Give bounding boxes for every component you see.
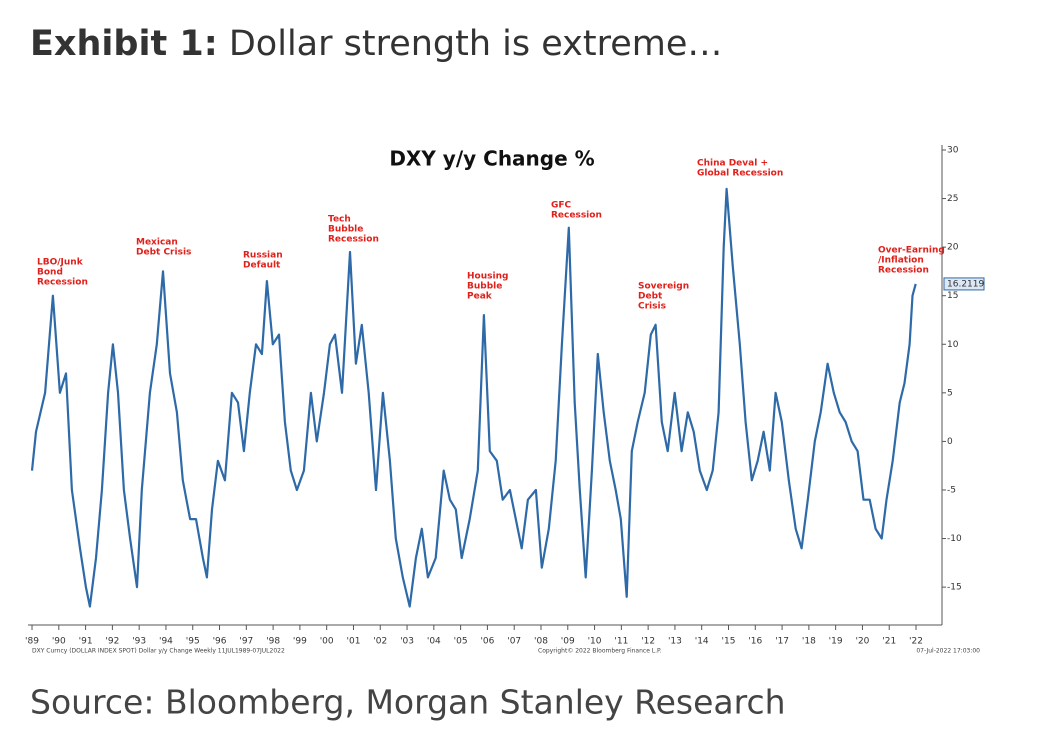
- exhibit-label: Exhibit 1:: [30, 24, 218, 64]
- footer-timestamp: 07-Jul-2022 17:03:00: [916, 648, 980, 655]
- last-value-label: 16.2119: [947, 279, 984, 289]
- x-tick-label: '93: [132, 637, 146, 647]
- annotation: Over-Earning: [878, 246, 945, 256]
- y-tick-label: 30: [947, 146, 959, 156]
- y-tick-label: 0: [947, 437, 953, 447]
- x-tick-label: '02: [373, 637, 387, 647]
- last-value-box: [943, 277, 985, 291]
- footer-copyright: Copyright© 2022 Bloomberg Finance L.P.: [538, 648, 662, 655]
- annotation: Crisis: [638, 302, 666, 312]
- x-tick-label: '10: [588, 637, 602, 647]
- x-tick-label: '15: [722, 637, 736, 647]
- exhibit-heading: Exhibit 1: Dollar strength is extreme…: [30, 24, 722, 64]
- x-tick-label: '98: [266, 637, 280, 647]
- x-tick-label: '11: [614, 637, 628, 647]
- x-tick-label: '89: [25, 637, 39, 647]
- annotation: /Inflation: [878, 256, 924, 266]
- annotation: Global Recession: [697, 169, 783, 179]
- annotation: Recession: [878, 266, 929, 276]
- x-tick-label: '21: [882, 637, 896, 647]
- x-tick-label: '19: [829, 637, 843, 647]
- x-tick-label: '05: [454, 637, 468, 647]
- exhibit-title: Dollar strength is extreme…: [229, 24, 723, 64]
- x-tick-label: '07: [507, 637, 521, 647]
- x-tick-label: '14: [695, 637, 709, 647]
- annotation: Bubble: [328, 225, 363, 235]
- x-tick-label: '97: [239, 637, 253, 647]
- annotation: Recession: [328, 235, 379, 245]
- annotation: Bond: [37, 268, 63, 278]
- x-tick-label: '16: [748, 637, 762, 647]
- x-tick-label: '99: [293, 637, 307, 647]
- annotation: GFC: [551, 201, 572, 211]
- x-tick-label: '12: [641, 637, 655, 647]
- annotation: Recession: [551, 211, 602, 221]
- x-tick-label: '06: [480, 637, 494, 647]
- x-tick-label: '92: [105, 637, 119, 647]
- annotation: China Deval +: [697, 159, 768, 169]
- annotation: Mexican: [136, 238, 178, 248]
- annotation: Debt: [638, 292, 663, 302]
- x-tick-label: '96: [213, 637, 227, 647]
- x-tick-label: '94: [159, 637, 173, 647]
- annotation: Housing: [467, 272, 508, 282]
- x-tick-label: '01: [347, 637, 361, 647]
- annotation: Peak: [467, 292, 493, 302]
- footer-series: DXY Curncy (DOLLAR INDEX SPOT) Dollar y/…: [32, 648, 285, 655]
- x-tick-label: '08: [534, 637, 548, 647]
- y-tick-label: -10: [947, 534, 962, 544]
- y-tick-label: 10: [947, 340, 959, 350]
- x-tick-label: '09: [561, 637, 575, 647]
- y-tick-label: 5: [947, 388, 953, 398]
- x-tick-label: '20: [855, 637, 869, 647]
- x-tick-label: '95: [186, 637, 200, 647]
- y-tick-label: 25: [947, 194, 958, 204]
- annotation: Recession: [37, 278, 88, 288]
- annotation: Bubble: [467, 282, 502, 292]
- x-tick-label: '91: [79, 637, 93, 647]
- annotation: LBO/Junk: [37, 258, 84, 268]
- annotation: Debt Crisis: [136, 248, 191, 258]
- y-tick-label: -5: [947, 485, 956, 495]
- x-tick-label: '22: [909, 637, 923, 647]
- x-tick-label: '18: [802, 637, 816, 647]
- x-tick-label: '13: [668, 637, 682, 647]
- y-tick-label: 15: [947, 291, 958, 301]
- annotation: Sovereign: [638, 282, 689, 292]
- x-tick-label: '17: [775, 637, 789, 647]
- source-note: Source: Bloomberg, Morgan Stanley Resear…: [30, 683, 786, 722]
- annotation: Default: [243, 261, 281, 271]
- annotation: Russian: [243, 251, 283, 261]
- y-tick-label: -15: [947, 583, 962, 593]
- y-tick-label: 20: [947, 243, 959, 253]
- x-tick-label: '90: [52, 637, 66, 647]
- x-tick-label: '03: [400, 637, 414, 647]
- x-tick-label: '00: [320, 637, 334, 647]
- x-tick-label: '04: [427, 637, 441, 647]
- annotation: Tech: [328, 215, 351, 225]
- data-line: [30, 187, 917, 608]
- chart-title: DXY y/y Change %: [389, 147, 594, 171]
